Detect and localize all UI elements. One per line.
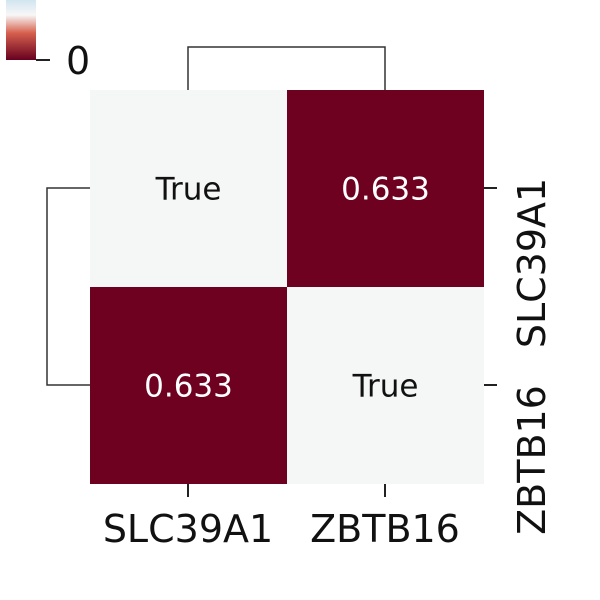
cell-label: 0.633	[144, 369, 233, 405]
x-tick-label: ZBTB16	[310, 507, 460, 551]
y-axis: SLC39A1 ZBTB16	[484, 178, 554, 535]
heatmap-cells: True 0.633 0.633 True	[90, 90, 484, 484]
heatmap-cell	[90, 90, 287, 287]
y-tick-label: ZBTB16	[510, 385, 554, 535]
col-dendrogram	[187, 46, 386, 90]
heatmap-cell	[90, 287, 287, 484]
cell-label: True	[352, 369, 419, 405]
colorbar-gradient	[6, 0, 36, 60]
y-tick-label: SLC39A1	[510, 178, 554, 348]
cell-label: True	[155, 172, 222, 208]
cell-label: 0.633	[341, 172, 430, 208]
x-axis: SLC39A1 ZBTB16	[103, 484, 460, 551]
x-tick-label: SLC39A1	[103, 507, 273, 551]
heatmap-cell	[287, 90, 484, 287]
row-dendrogram	[46, 187, 90, 386]
colorbar: 0	[6, 0, 90, 83]
colorbar-tick-label: 0	[66, 39, 90, 83]
heatmap-cell	[287, 287, 484, 484]
